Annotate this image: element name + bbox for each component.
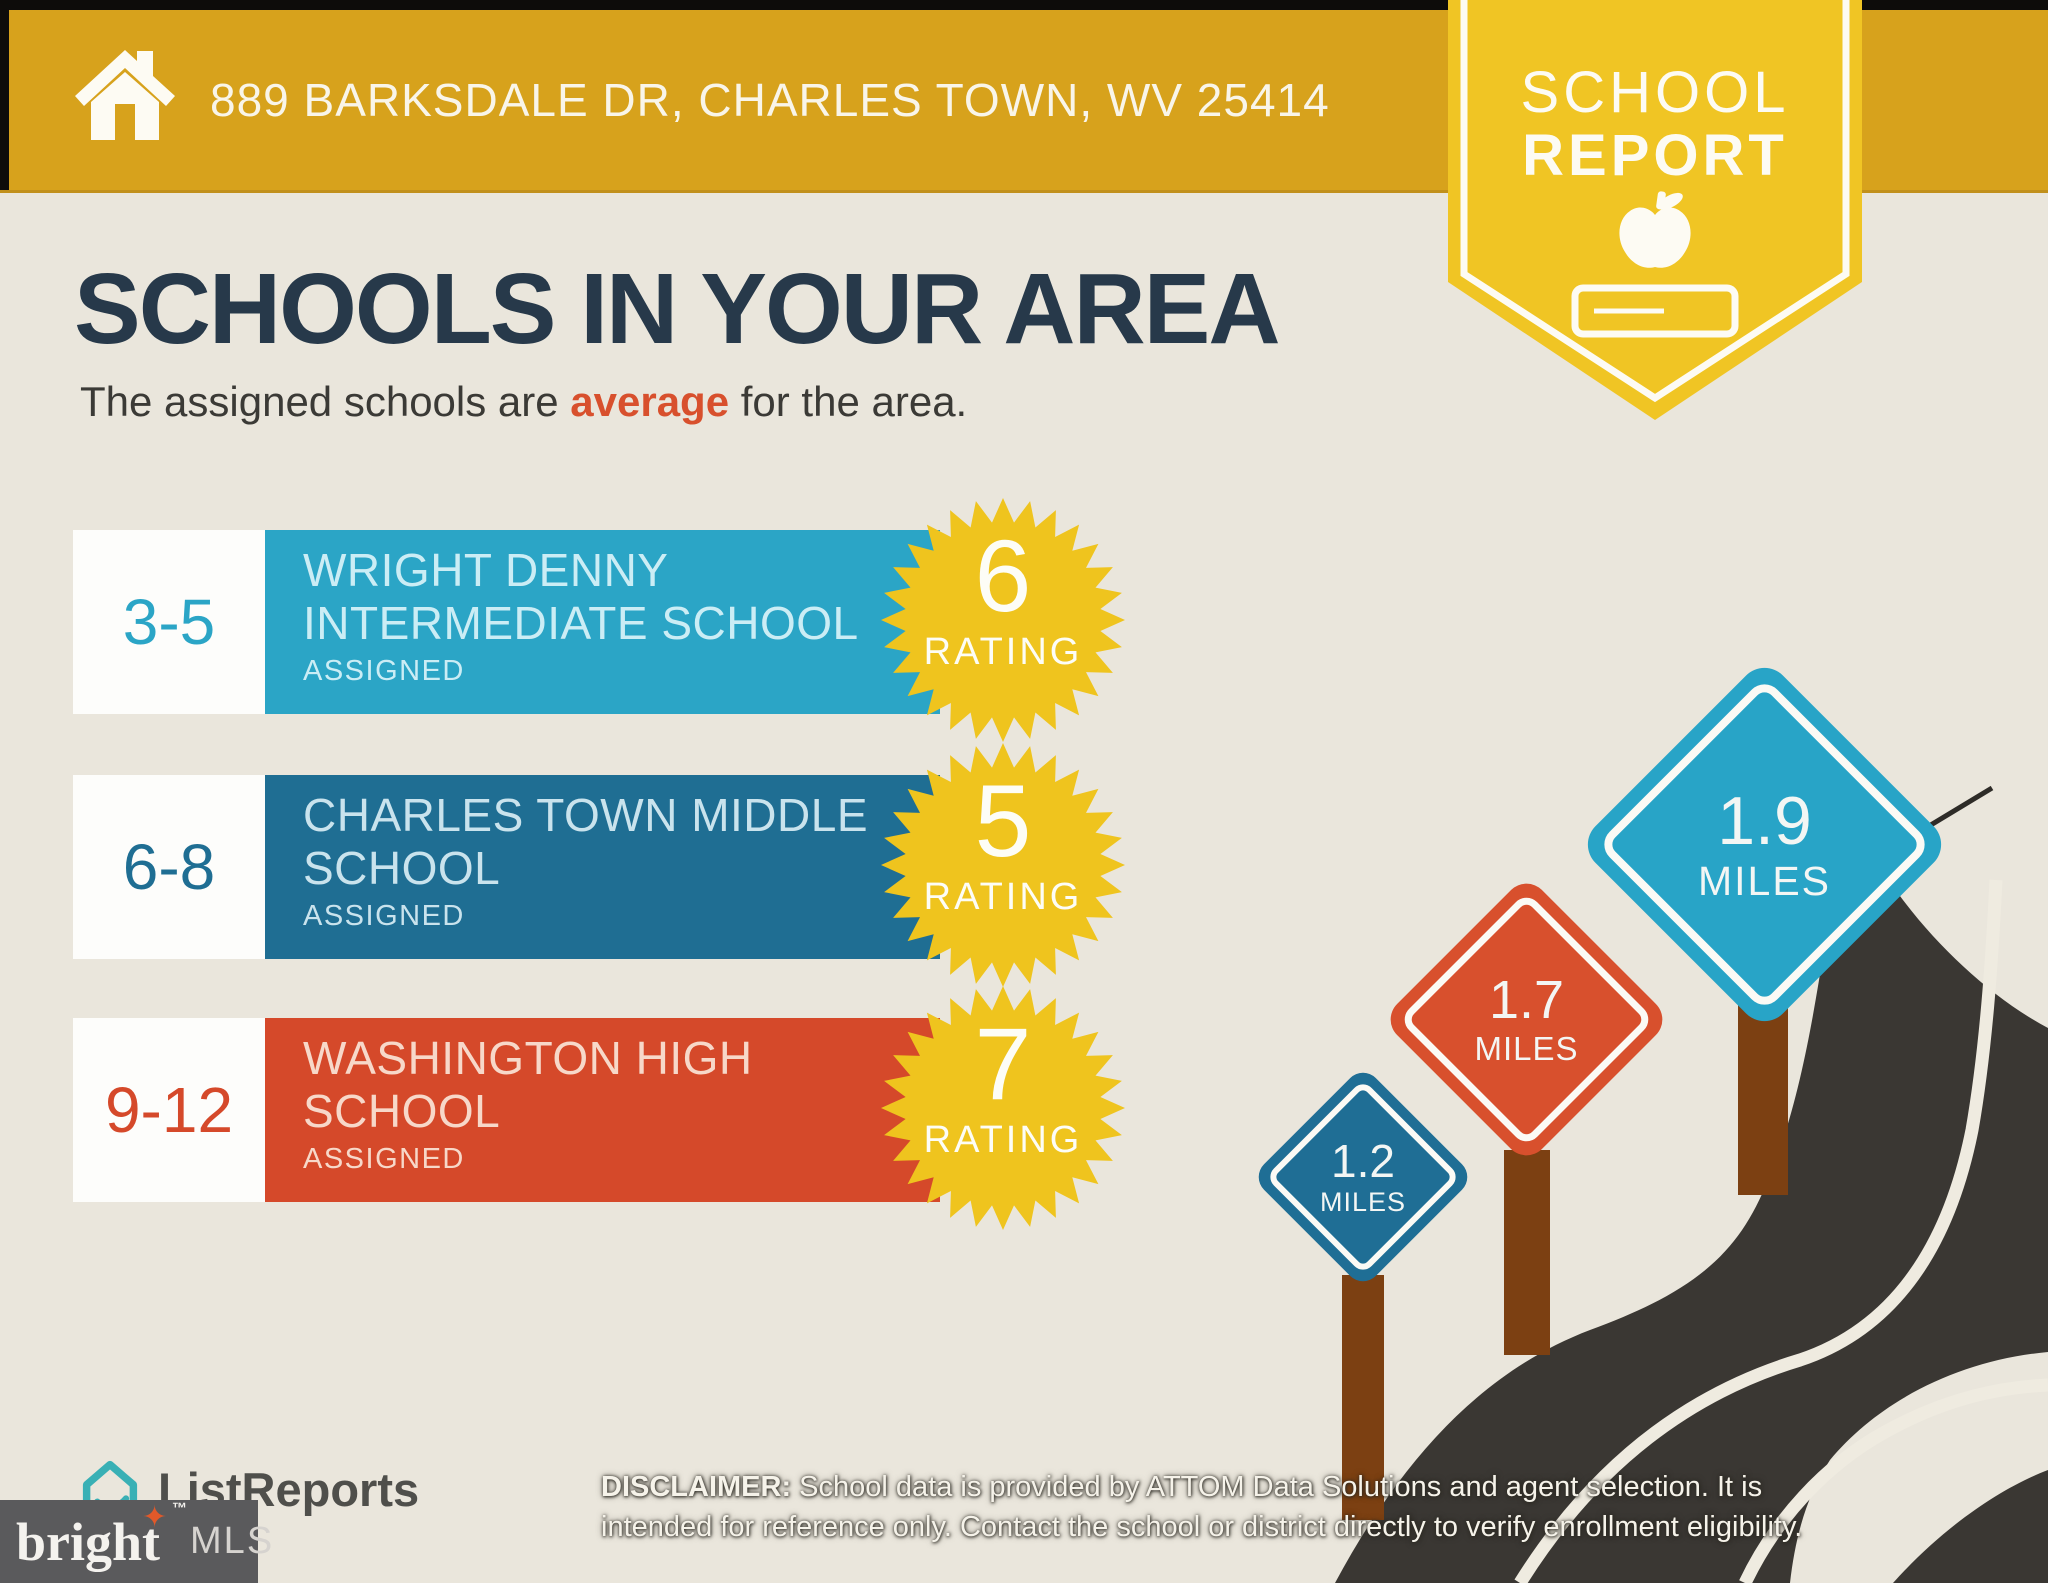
distance-sign-1-7-miles: 1.7 MILES [1381,874,1672,1165]
top-border [0,0,2048,10]
distance-value: 1.9 [1717,782,1812,859]
home-icon [75,50,175,140]
road-corner [1893,1470,2048,1583]
bright-mls-logo-box: bright ✦ ™ MLS [0,1500,272,1583]
rating-label: RATING [923,876,1083,918]
school-bar: CHARLES TOWN MIDDLE SCHOOL ASSIGNED [265,775,940,959]
brand-name: bright [16,1511,161,1572]
badge-line1: SCHOOL [1521,60,1790,125]
book-icon [1571,284,1739,338]
disclaimer-body: School data is provided by ATTOM Data So… [601,1471,1803,1544]
road-surface [1335,896,2048,1583]
rating-value: 6 [974,519,1032,633]
property-address: 889 BARKSDALE DR, CHARLES TOWN, WV 25414 [210,74,1330,126]
road-center-line [1514,879,2003,1583]
school-status: ASSIGNED [303,1142,465,1175]
school-name: WRIGHT DENNY INTERMEDIATE SCHOOL [303,544,859,649]
disclaimer-text: DISCLAIMER: School data is provided by A… [601,1467,1881,1547]
subtitle-highlight: average [570,378,730,425]
road-edge-line [1739,1378,2048,1583]
rating-label: RATING [923,1119,1083,1161]
distance-unit: MILES [1697,858,1832,905]
star-icon: ✦ [142,1500,168,1534]
school-row: 6-8 CHARLES TOWN MIDDLE SCHOOL ASSIGNED [0,775,1130,959]
trademark-symbol: ™ [172,1499,187,1517]
school-bar: WRIGHT DENNY INTERMEDIATE SCHOOL ASSIGNE… [265,530,940,714]
distance-value: 1.2 [1331,1135,1395,1188]
school-row: 3-5 WRIGHT DENNY INTERMEDIATE SCHOOL ASS… [0,530,1130,714]
brand-mls-text: MLS [190,1520,275,1562]
school-row: 9-12 WASHINGTON HIGH SCHOOL ASSIGNED [0,1018,1130,1202]
rating-starburst: 7 RATING [878,983,1128,1233]
distance-unit: MILES [1474,1030,1579,1068]
grade-range: 3-5 [73,530,265,714]
school-status: ASSIGNED [303,654,465,687]
rating-value: 7 [974,1007,1032,1121]
distance-value: 1.7 [1488,969,1565,1030]
rating-value: 5 [974,764,1032,878]
school-bar: WASHINGTON HIGH SCHOOL ASSIGNED [265,1018,940,1202]
rating-starburst: 5 RATING [878,740,1128,990]
page-title: SCHOOLS IN YOUR AREA [74,253,1281,365]
school-status: ASSIGNED [303,899,465,932]
distance-sign-1-9-miles: 1.9 MILES [1577,657,1952,1032]
badge-line2: REPORT [1522,123,1788,188]
apple-icon [1619,191,1691,268]
sign-post [1504,1150,1550,1355]
school-name: CHARLES TOWN MIDDLE SCHOOL [303,789,869,894]
subtitle-suffix: for the area. [729,378,968,425]
subtitle-prefix: The assigned schools are [80,378,571,425]
school-name: WASHINGTON HIGH SCHOOL [303,1032,753,1137]
rating-starburst: 6 RATING [878,495,1128,745]
grade-range: 9-12 [73,1018,265,1202]
sign-post [1738,1000,1788,1195]
left-border [0,0,9,190]
sign-post [1342,1275,1384,1520]
page-subtitle: The assigned schools are average for the… [80,378,967,426]
bright-mls-wordmark: bright ✦ ™ [16,1501,187,1572]
distance-unit: MILES [1319,1186,1407,1217]
grade-range: 6-8 [73,775,265,959]
disclaimer-label: DISCLAIMER: [601,1471,792,1503]
rating-label: RATING [923,631,1083,673]
school-report-badge: SCHOOL REPORT [1448,0,1862,420]
